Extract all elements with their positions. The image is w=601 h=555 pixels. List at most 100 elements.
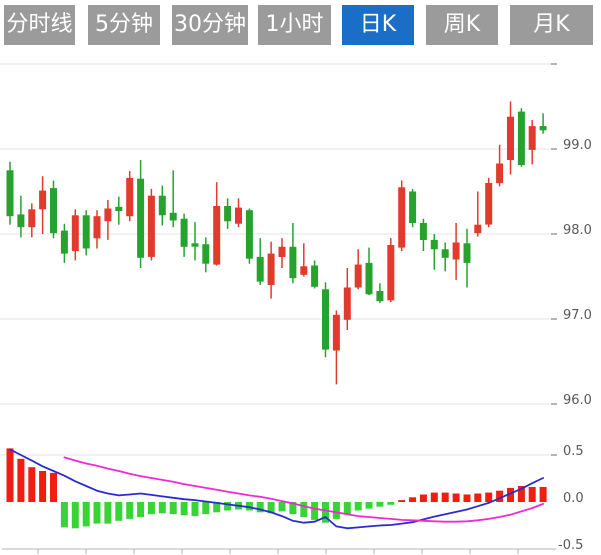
- tab-monthly-k[interactable]: 月K: [510, 5, 593, 45]
- candle: [343, 268, 351, 330]
- candle: [387, 238, 395, 302]
- tab-1hour[interactable]: 1小时: [258, 5, 331, 45]
- timeframe-tabbar: 分时线 5分钟 30分钟 1小时 日K 周K 月K: [0, 0, 601, 50]
- candle: [474, 191, 482, 237]
- x-axis: [2, 548, 556, 554]
- macd-bar: [60, 502, 68, 528]
- price-axis-label: 96.0: [563, 393, 592, 408]
- macd-bar: [409, 497, 417, 502]
- candle: [104, 200, 112, 240]
- gridlines: [0, 63, 557, 456]
- macd-bar: [126, 502, 134, 519]
- macd-bar: [474, 493, 482, 502]
- tab-5min[interactable]: 5分钟: [88, 5, 160, 45]
- price-axis-label: 97.0: [563, 308, 592, 323]
- tab-weekly-k[interactable]: 周K: [426, 5, 498, 45]
- candle: [71, 209, 79, 261]
- candle: [376, 283, 384, 303]
- candle: [517, 108, 525, 167]
- macd-bar: [354, 502, 362, 511]
- candle: [528, 120, 536, 165]
- macd-bar: [17, 458, 25, 502]
- macd-bar: [419, 494, 427, 502]
- candle: [235, 198, 242, 228]
- dif-line: [9, 448, 544, 530]
- macd-bar: [213, 502, 221, 513]
- candle: [398, 180, 406, 251]
- candle: [463, 228, 471, 288]
- macd-bar: [202, 502, 210, 515]
- candle: [147, 188, 155, 261]
- candle: [245, 208, 253, 264]
- candle: [50, 180, 57, 239]
- candle: [311, 260, 319, 289]
- macd-bar: [115, 502, 123, 521]
- macd-bar: [463, 494, 471, 502]
- price-axis-label: 98.0: [563, 223, 592, 238]
- candle: [354, 249, 362, 290]
- macd-bar: [343, 502, 351, 515]
- candlesticks: [6, 101, 547, 385]
- candle: [126, 171, 134, 222]
- macd-bar: [180, 502, 188, 516]
- dea-line: [63, 456, 544, 523]
- candle: [289, 223, 297, 284]
- macd-histogram: [6, 448, 547, 529]
- macd-bar: [452, 493, 460, 502]
- candle: [82, 210, 90, 256]
- macd-bar: [93, 502, 101, 524]
- indicator-axis-label: -0.5: [558, 538, 583, 553]
- macd-bar: [398, 500, 406, 502]
- y-axis-labels: 99.0 98.0 97.0 96.0 0.5 0.0 -0.5: [558, 138, 592, 553]
- tab-daily-k[interactable]: 日K: [342, 5, 414, 45]
- macd-bar: [158, 502, 166, 514]
- macd-bar: [278, 502, 286, 512]
- candle: [267, 241, 275, 299]
- candle: [430, 234, 438, 270]
- candle: [6, 161, 14, 225]
- candle: [419, 218, 427, 251]
- macd-bar: [169, 502, 177, 515]
- candle: [365, 247, 373, 296]
- macd-bar: [50, 472, 57, 502]
- macd-bar: [28, 467, 36, 502]
- macd-bar: [496, 490, 504, 502]
- candle: [191, 222, 199, 261]
- macd-bar: [485, 492, 493, 502]
- price-axis-label: 99.0: [563, 138, 592, 153]
- candle: [158, 185, 166, 226]
- candle: [180, 213, 188, 257]
- macd-bar: [539, 487, 547, 502]
- macd-bar: [311, 502, 319, 520]
- macd-bar: [430, 492, 438, 502]
- macd-bar: [82, 502, 90, 527]
- candle: [39, 176, 47, 234]
- macd-bar: [245, 502, 253, 511]
- macd-bar: [441, 492, 449, 502]
- macd-bar: [224, 502, 232, 511]
- macd-bar: [528, 487, 536, 502]
- indicator-axis-label: 0.5: [563, 444, 584, 459]
- candle: [332, 310, 340, 385]
- candle: [539, 113, 547, 134]
- macd-bar: [137, 502, 145, 517]
- macd-bar: [256, 502, 264, 513]
- candle: [213, 182, 221, 266]
- macd-bar: [376, 502, 384, 507]
- macd-bar: [332, 502, 340, 519]
- candle: [409, 188, 417, 228]
- tab-timeline[interactable]: 分时线: [4, 5, 75, 45]
- macd-bar: [300, 502, 308, 517]
- macd-bar: [39, 471, 47, 502]
- candle: [278, 238, 286, 268]
- candle: [485, 177, 493, 228]
- candle: [93, 210, 101, 249]
- candle: [202, 237, 210, 273]
- tab-30min[interactable]: 30分钟: [172, 5, 248, 45]
- macd-bar: [71, 502, 79, 529]
- macd-bar: [104, 502, 112, 524]
- candle: [17, 195, 25, 238]
- candle: [496, 144, 504, 187]
- macd-bar: [289, 502, 297, 515]
